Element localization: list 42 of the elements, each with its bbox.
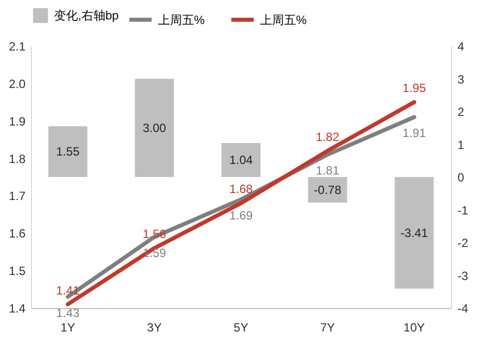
data-label: 1.82: [316, 130, 340, 144]
y-tick-label: 1.7: [8, 189, 26, 204]
x-tick-label: 7Y: [320, 320, 335, 334]
data-label: 1.95: [402, 81, 426, 96]
legend-label: 上周五%: [158, 12, 205, 27]
legend-label: 上周五%: [260, 12, 307, 27]
y2-tick-label: -3: [458, 268, 468, 283]
data-label: 1.68: [229, 182, 253, 196]
bar: [134, 78, 174, 177]
data-label: 1.04: [229, 152, 253, 167]
bar: [394, 177, 434, 289]
data-label: -0.78: [314, 182, 342, 197]
y2-tick-label: 1: [458, 138, 464, 152]
y2-tick-label: 4: [458, 40, 464, 54]
y-tick-label: 1.5: [8, 264, 26, 278]
y2-tick-label: 2: [458, 105, 464, 119]
data-label: 1.81: [316, 164, 340, 178]
y-tick-label: 2.0: [8, 76, 26, 91]
y-tick-label: 2.1: [8, 40, 26, 54]
data-label: 1.43: [56, 306, 80, 320]
y2-tick-label: 3: [458, 72, 464, 86]
data-label: 1.55: [56, 144, 80, 159]
data-label: 3.00: [142, 120, 166, 135]
data-label: 1.91: [402, 126, 426, 140]
data-label: -3.41: [400, 226, 428, 240]
y2-tick-label: -4: [458, 302, 468, 316]
x-tick-label: 3Y: [147, 320, 162, 334]
bar: [308, 177, 348, 203]
y2-tick-label: -2: [458, 236, 468, 250]
x-tick-label: 10Y: [404, 320, 425, 334]
y-tick-label: 1.8: [8, 152, 26, 166]
y-tick-label: 1.4: [8, 302, 26, 316]
bar: [222, 142, 260, 177]
y2-tick-label: -1: [458, 203, 468, 218]
x-tick-label: 5Y: [234, 320, 248, 334]
y-tick-label: 1.6: [8, 226, 26, 241]
data-label: 1.69: [229, 208, 253, 222]
x-tick-label: 1Y: [60, 320, 76, 334]
y-tick-label: 1.9: [8, 114, 26, 128]
bar: [48, 126, 88, 177]
y2-tick-label: 0: [458, 170, 464, 184]
legend-label: 变化,右轴bp: [54, 8, 120, 22]
